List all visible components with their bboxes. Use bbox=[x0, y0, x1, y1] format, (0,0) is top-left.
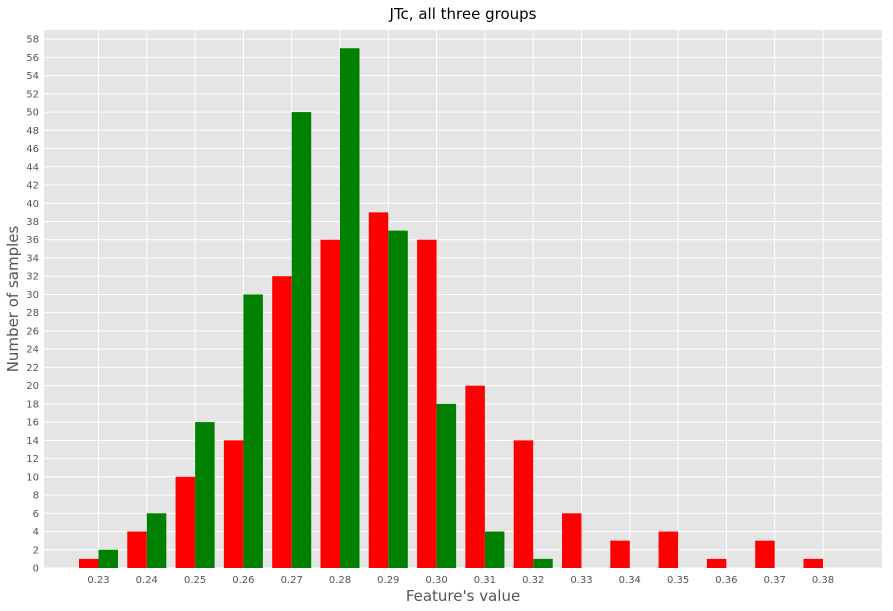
bar-series-1 bbox=[706, 558, 727, 568]
y-tick-label: 2 bbox=[33, 545, 39, 556]
x-tick-label: 0.28 bbox=[329, 575, 351, 586]
x-tick-labels: 0.23 0.24 0.25 0.26 0.27 0.28 0.29 0.30 0.31 0.32… bbox=[87, 575, 834, 586]
bar-series-1 bbox=[223, 440, 244, 568]
y-tick-label: 26 bbox=[26, 326, 39, 337]
y-tick-label: 30 bbox=[26, 290, 39, 301]
bar-series-1 bbox=[175, 476, 196, 568]
bar-series-1 bbox=[513, 440, 534, 568]
x-tick-label: 0.23 bbox=[87, 575, 109, 586]
bar-series-2 bbox=[146, 513, 167, 568]
x-tick-label: 0.32 bbox=[522, 575, 544, 586]
bar-series-1 bbox=[127, 531, 147, 568]
y-tick-label: 6 bbox=[33, 509, 39, 520]
x-tick-label: 0.34 bbox=[619, 575, 641, 586]
y-tick-label: 22 bbox=[26, 363, 39, 374]
bar-series-2 bbox=[195, 422, 215, 568]
y-tick-label: 28 bbox=[26, 308, 39, 319]
y-tick-label: 18 bbox=[26, 399, 39, 410]
bar-series-2 bbox=[436, 403, 457, 568]
y-tick-label: 52 bbox=[26, 89, 39, 100]
bar-series-1 bbox=[79, 558, 99, 568]
y-tick-label: 48 bbox=[26, 126, 39, 137]
y-tick-label: 32 bbox=[26, 272, 39, 283]
x-tick-label: 0.24 bbox=[136, 575, 158, 586]
bar-series-1 bbox=[368, 212, 389, 569]
y-tick-labels: 0246810121416182022242628303234363840424… bbox=[26, 35, 39, 575]
x-axis-label: Feature's value bbox=[406, 587, 520, 605]
x-tick-label: 0.31 bbox=[474, 575, 496, 586]
y-tick-label: 50 bbox=[26, 108, 39, 119]
y-tick-label: 4 bbox=[33, 527, 39, 538]
x-tick-label: 0.30 bbox=[425, 575, 447, 586]
bars bbox=[79, 48, 823, 569]
y-tick-label: 40 bbox=[26, 199, 39, 210]
bar-series-1 bbox=[272, 276, 292, 568]
y-tick-label: 12 bbox=[26, 454, 39, 465]
x-tick-label: 0.35 bbox=[667, 575, 689, 586]
x-tick-label: 0.37 bbox=[764, 575, 786, 586]
x-tick-label: 0.38 bbox=[812, 575, 834, 586]
bar-series-2 bbox=[533, 558, 553, 568]
y-tick-label: 42 bbox=[26, 181, 39, 192]
y-tick-label: 46 bbox=[26, 144, 39, 155]
y-tick-label: 56 bbox=[26, 53, 39, 64]
bar-series-1 bbox=[658, 531, 679, 568]
bar-series-2 bbox=[98, 549, 118, 568]
y-axis-label: Number of samples bbox=[4, 226, 22, 373]
y-tick-label: 34 bbox=[26, 253, 39, 264]
bar-series-2 bbox=[291, 112, 312, 568]
bar-series-2 bbox=[388, 230, 408, 568]
x-tick-label: 0.33 bbox=[570, 575, 592, 586]
y-tick-label: 54 bbox=[26, 71, 39, 82]
y-tick-label: 38 bbox=[26, 217, 39, 228]
y-tick-label: 58 bbox=[26, 35, 39, 46]
bar-series-2 bbox=[340, 48, 360, 568]
bar-series-2 bbox=[243, 294, 263, 568]
y-tick-label: 44 bbox=[26, 162, 39, 173]
bar-series-1 bbox=[755, 540, 775, 568]
bar-series-1 bbox=[465, 385, 485, 568]
plot-area bbox=[44, 30, 882, 568]
y-tick-label: 0 bbox=[33, 564, 39, 575]
bar-series-2 bbox=[484, 531, 505, 568]
x-tick-label: 0.36 bbox=[715, 575, 737, 586]
y-tick-label: 8 bbox=[33, 491, 39, 502]
x-tick-label: 0.29 bbox=[377, 575, 399, 586]
bar-series-1 bbox=[803, 558, 823, 568]
bar-series-1 bbox=[562, 513, 582, 568]
y-tick-label: 20 bbox=[26, 381, 39, 392]
chart-title: JTc, all three groups bbox=[389, 5, 537, 23]
bar-series-1 bbox=[610, 540, 630, 568]
y-tick-label: 10 bbox=[26, 472, 39, 483]
y-tick-label: 14 bbox=[26, 436, 39, 447]
y-tick-label: 36 bbox=[26, 235, 39, 246]
bar-series-1 bbox=[320, 239, 340, 568]
y-tick-label: 24 bbox=[26, 345, 39, 356]
bar-series-1 bbox=[417, 239, 437, 568]
y-tick-label: 16 bbox=[26, 418, 39, 429]
x-tick-label: 0.27 bbox=[281, 575, 303, 586]
x-tick-label: 0.25 bbox=[184, 575, 206, 586]
x-tick-label: 0.26 bbox=[232, 575, 254, 586]
